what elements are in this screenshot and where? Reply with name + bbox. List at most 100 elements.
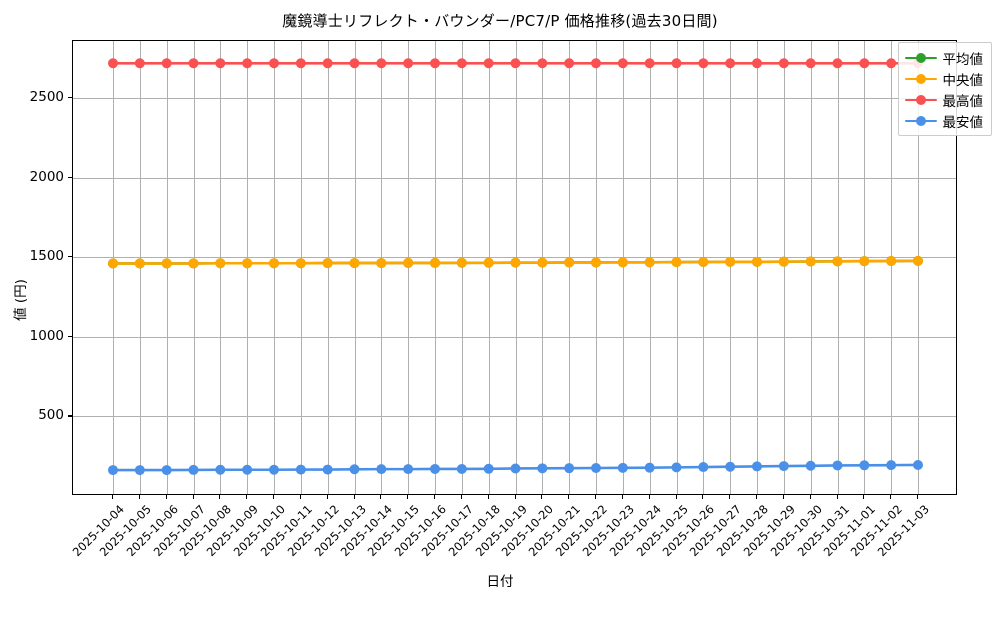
data-point-marker [376,464,387,475]
x-tick-mark [648,495,650,499]
legend-marker-dot-icon [915,73,926,84]
legend-marker-dot-icon [915,52,926,63]
x-tick-mark [595,495,597,499]
x-tick-mark [353,495,355,499]
x-tick-mark [246,495,248,499]
gridline-vertical [783,41,785,494]
data-point-marker [510,463,521,474]
x-axis-label: 日付 [486,574,514,590]
x-tick-mark [729,495,731,499]
gridline-vertical [864,41,866,494]
data-point-marker [778,256,789,267]
legend-item-中央値[interactable]: 中央値 [904,69,984,89]
x-tick-mark [675,495,677,499]
data-point-marker [913,459,923,470]
gridline-vertical [757,41,758,494]
data-point-marker [698,58,709,69]
x-tick-mark [863,495,865,499]
data-point-marker [698,462,709,473]
x-tick-mark [326,495,328,499]
data-point-marker [752,58,762,69]
data-point-marker [671,257,682,268]
gridline-horizontal [73,336,956,338]
price-history-chart-figure: 魔鏡導士リフレクト・バウンダー/PC7/P 価格推移(過去30日間) 値 (円)… [12,12,992,590]
x-tick-mark [809,495,811,499]
x-tick-mark [917,495,919,499]
data-point-marker [725,256,736,267]
data-point-marker [403,58,414,69]
data-point-marker [161,58,172,69]
data-point-marker [349,58,360,69]
data-point-marker [483,257,494,268]
data-point-marker [537,58,548,69]
series-plot [108,58,923,476]
data-point-marker [134,258,145,269]
x-tick-mark [112,495,114,499]
x-tick-mark [434,495,436,499]
data-point-marker [859,460,870,471]
data-point-marker [349,464,360,475]
data-point-marker [242,464,253,475]
legend-label: 平均値 [942,51,984,68]
data-point-marker [242,58,253,69]
y-tick-label: 2000 [29,168,64,185]
x-tick-mark [219,495,221,499]
legend-item-最高値[interactable]: 最高値 [904,90,983,110]
data-point-marker [591,58,601,69]
y-tick-mark [68,415,72,417]
data-point-marker [215,58,226,69]
data-point-marker [725,461,736,472]
gridline-vertical [730,41,732,494]
data-point-marker [537,257,548,268]
data-point-marker [805,460,816,471]
data-point-marker [698,256,709,267]
data-point-marker [403,464,414,475]
x-tick-mark [568,495,570,499]
data-point-marker [832,460,843,471]
data-point-marker [483,463,494,474]
data-point-marker [188,258,199,269]
data-point-marker [752,461,762,472]
data-point-marker [322,58,333,69]
data-point-marker [242,258,253,269]
gridline-horizontal [73,416,956,418]
data-point-marker [188,464,199,475]
data-point-marker [295,58,306,69]
x-tick-mark [165,495,167,499]
gridline-vertical [596,41,597,494]
data-point-marker [456,257,467,268]
gridline-horizontal [73,177,956,179]
data-point-marker [886,256,897,267]
gridline-vertical [569,41,571,494]
data-point-marker [322,464,333,475]
data-point-marker [215,258,226,269]
data-point-marker [591,257,601,268]
y-tick-label: 500 [38,407,64,424]
x-tick-mark [702,495,704,499]
data-point-marker [591,463,601,473]
data-point-marker [134,465,145,476]
gridline-vertical [918,41,919,494]
x-tick-mark [621,495,623,499]
data-point-marker [215,464,226,475]
data-point-marker [913,255,923,266]
x-tick-mark [192,495,194,499]
data-point-marker [295,258,306,269]
legend-item-最安値[interactable]: 最安値 [904,111,983,131]
data-point-marker [564,58,575,69]
x-tick-mark [782,495,784,499]
data-point-marker [671,58,682,69]
data-point-marker [564,257,575,268]
data-point-marker [752,256,762,267]
data-point-marker [644,58,655,69]
data-point-marker [188,58,199,69]
data-point-marker [134,58,145,69]
legend-label: 中央値 [942,72,984,89]
plot-area [72,40,957,495]
data-point-marker [322,258,333,269]
legend-item-平均値[interactable]: 平均値 [904,48,984,68]
data-point-marker [108,258,118,269]
data-point-marker [510,58,521,69]
data-point-marker [510,257,521,268]
y-tick-mark [68,97,72,99]
